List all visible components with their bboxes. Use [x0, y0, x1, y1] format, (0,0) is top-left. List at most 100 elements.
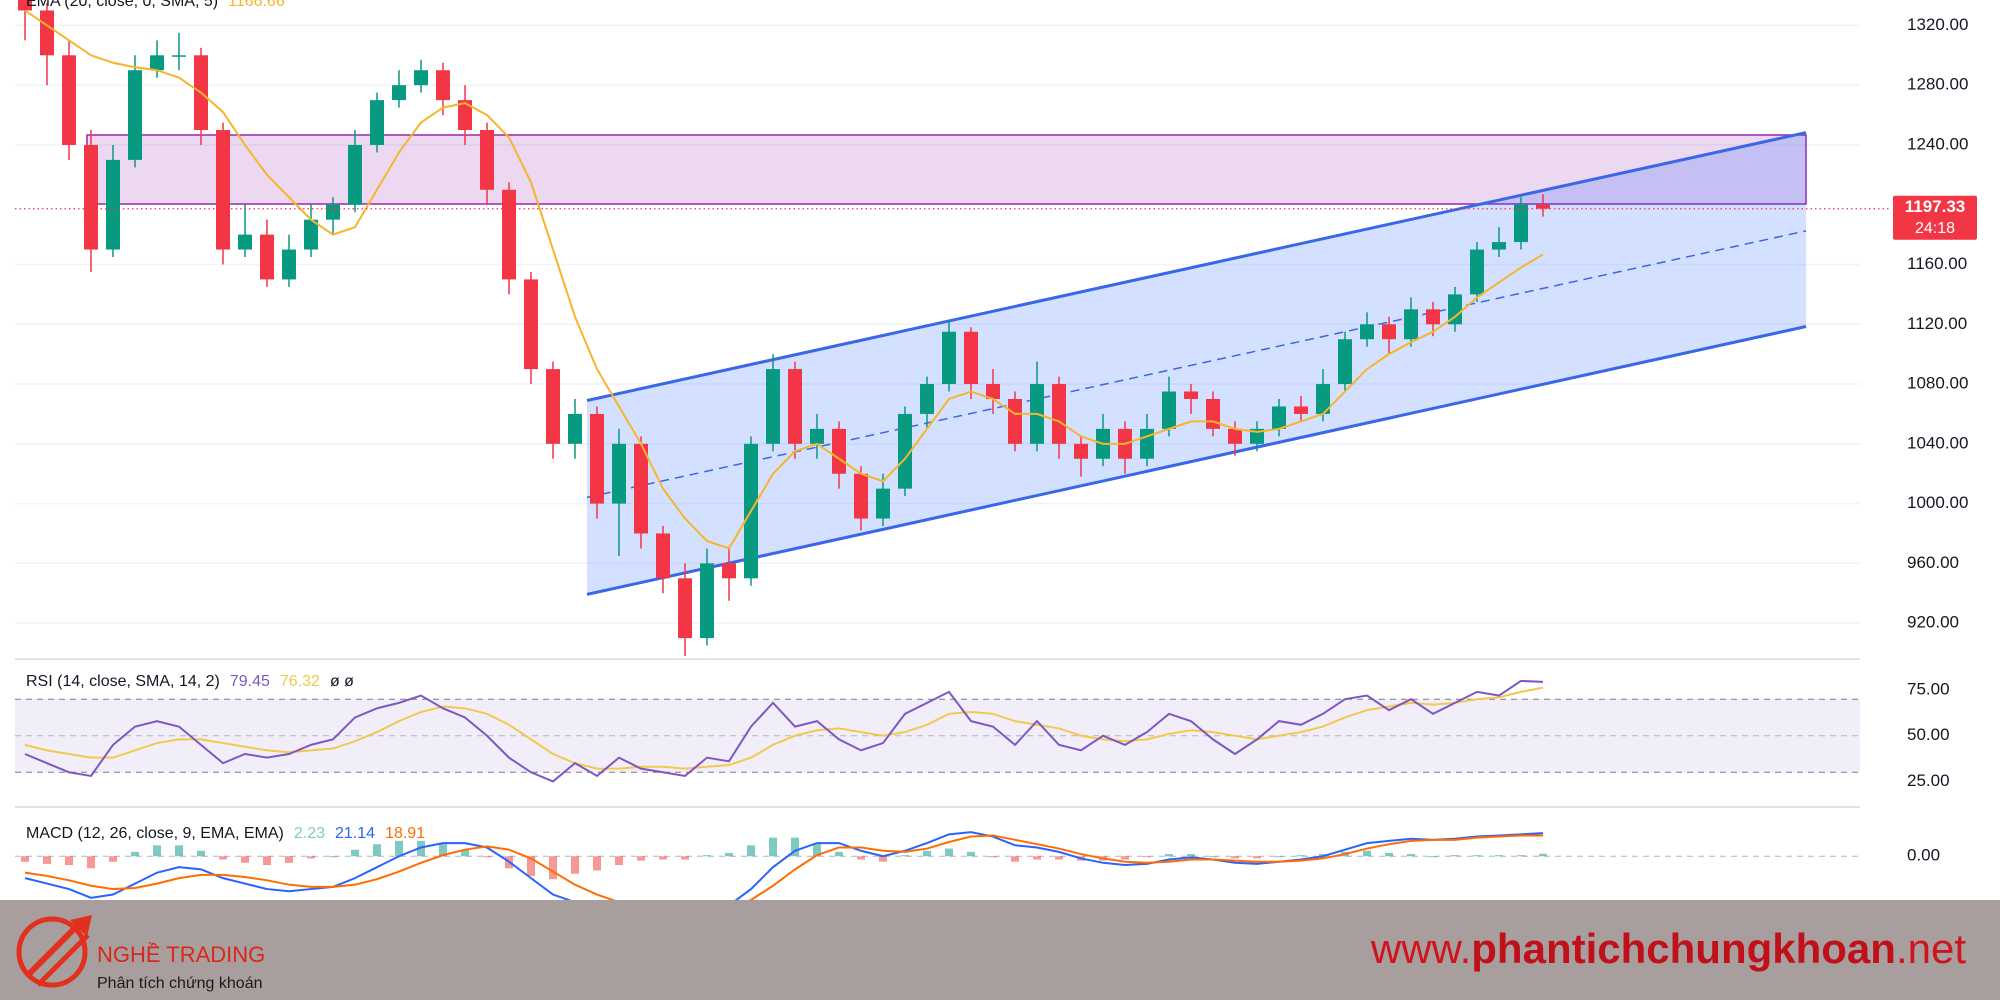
histogram-bar [1187, 854, 1195, 857]
histogram-bar [659, 856, 667, 860]
histogram-bar [263, 856, 271, 865]
candle-body [128, 70, 142, 160]
histogram-bar [527, 856, 535, 876]
candle-body [986, 384, 1000, 399]
candle-body [392, 85, 406, 101]
candle-body [568, 413, 582, 444]
histogram-bar [791, 837, 799, 857]
y-tick-label: 1120.00 [1907, 314, 1967, 333]
legend-macd-signal: 18.91 [385, 825, 425, 842]
price-panel [18, 0, 1550, 657]
channel-lower [586, 325, 1807, 596]
legend-macd-hist: 2.23 [294, 825, 325, 842]
histogram-bar [1451, 855, 1459, 857]
rsi-panel [15, 679, 1860, 783]
legend-rsi-title: RSI (14, close, SMA, 14, 2) [26, 673, 220, 690]
candle-body [656, 533, 670, 579]
candle-body [832, 428, 846, 474]
histogram-bar [1011, 856, 1019, 862]
histogram-bar [87, 856, 95, 869]
macd-panel [15, 831, 1860, 900]
histogram-bar [549, 856, 557, 880]
histogram-bar [175, 845, 183, 857]
histogram-bar [901, 855, 909, 857]
candle-body [590, 413, 604, 504]
candle-body [18, 0, 32, 11]
countdown: 24:18 [1915, 220, 1955, 237]
histogram-bar [483, 856, 491, 858]
histogram-bar [1517, 855, 1525, 857]
candle-body [942, 331, 956, 385]
candle-body [788, 369, 802, 444]
candle-body [1250, 428, 1264, 444]
histogram-bar [109, 856, 117, 862]
y-tick-label: 75.00 [1907, 680, 1950, 699]
y-tick-label: 1040.00 [1907, 433, 1968, 452]
legend-rsi-value: 79.45 [230, 673, 270, 690]
legend-macd-value: 21.14 [335, 825, 375, 842]
candle-body [1008, 398, 1022, 444]
candle-body [414, 70, 428, 86]
url: www.phantichchungkhoan.net [1370, 925, 1966, 972]
histogram-bar [351, 849, 359, 857]
legend-rsi: RSI (14, close, SMA, 14, 2) 79.45 76.32 ø ø [26, 673, 354, 690]
histogram-bar [1033, 856, 1041, 860]
histogram-bar [725, 852, 733, 857]
candle-body [1294, 406, 1308, 414]
candle-body [348, 144, 362, 205]
histogram-bar [395, 840, 403, 857]
channel-upper [586, 131, 1807, 402]
histogram-bar [1473, 855, 1481, 857]
candle-body [172, 55, 186, 57]
histogram-bar [857, 856, 865, 860]
candle-body [634, 443, 648, 534]
indicator-line [24, 834, 1544, 900]
candle-body [84, 144, 98, 250]
candle-body [1448, 294, 1462, 325]
histogram-bar [1143, 856, 1151, 858]
candle-body [1382, 324, 1396, 340]
last-price-box [1893, 195, 1977, 240]
histogram-bar [571, 856, 579, 874]
legend-ema: EMA (20, close, 0, SMA, 5) 1166.66 [26, 0, 285, 10]
histogram-bar [1539, 853, 1547, 857]
candle-body [326, 204, 340, 220]
resistance-zone [86, 134, 1807, 205]
candle-body [1162, 391, 1176, 429]
legend-ema-name: EMA (20, close, 0, SMA, 5) [26, 0, 218, 10]
histogram-bar [747, 845, 755, 857]
footer [0, 900, 2000, 1000]
histogram-bar [1429, 856, 1437, 858]
y-tick-label: 25.00 [1907, 771, 1950, 790]
logo [16, 915, 92, 988]
histogram-bar [813, 844, 821, 857]
histogram-bar [417, 840, 425, 857]
candle-body [1184, 391, 1198, 399]
candle-body [722, 563, 736, 579]
candle-body [1426, 309, 1440, 325]
candle-body [766, 369, 780, 444]
brand: NGHỀ TRADING [97, 942, 265, 967]
histogram-bar [197, 850, 205, 857]
histogram-bar [1297, 855, 1305, 857]
histogram-bar [879, 856, 887, 862]
histogram-bar [1121, 856, 1129, 860]
y-tick-label: 960.00 [1907, 553, 1959, 572]
candle-body [1514, 204, 1528, 243]
histogram-bar [329, 856, 337, 858]
candle-body [898, 413, 912, 489]
histogram-bar [945, 848, 953, 857]
histogram-bar [219, 856, 227, 860]
grid [15, 24, 1860, 624]
candle-body [1272, 406, 1286, 429]
candle-body [106, 159, 120, 250]
candle-body [854, 473, 868, 519]
histogram-bar [1385, 852, 1393, 857]
y-tick-label: 0.00 [1907, 846, 1940, 865]
histogram-bar [1209, 856, 1217, 858]
histogram-bar [461, 849, 469, 857]
candle-body [612, 443, 626, 504]
legend-rsi-ma: 76.32 [280, 673, 320, 690]
histogram-bar [21, 856, 29, 862]
